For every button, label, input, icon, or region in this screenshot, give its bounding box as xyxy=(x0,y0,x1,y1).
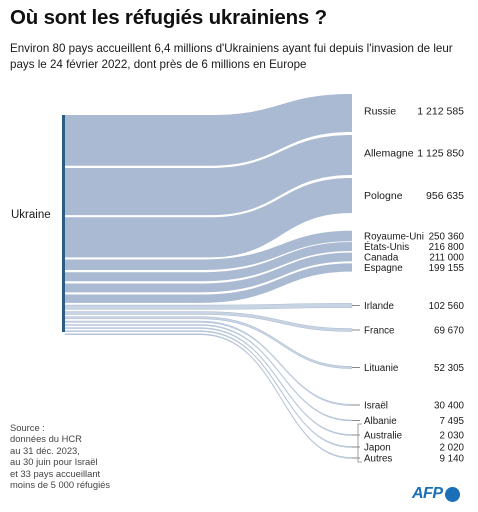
flow-value-france: 69 670 xyxy=(434,326,465,337)
flow-royaume-uni xyxy=(65,230,352,271)
flow-value-lituanie: 52 305 xyxy=(434,363,465,374)
flow-label-royaume-uni: Royaume-Uni xyxy=(364,232,424,243)
flow-label-isra-l: Israël xyxy=(364,401,388,412)
afp-logo-text: AFP xyxy=(412,485,443,502)
flow-label-albanie: Albanie xyxy=(364,416,397,427)
afp-logo: AFP xyxy=(412,484,460,504)
flow-russie xyxy=(65,94,352,166)
flow-value-autres: 9 140 xyxy=(439,454,464,465)
labels-group: Russie 1 212 585 Allemagne 1 125 850 Pologne… xyxy=(352,106,465,465)
flow-value-russie: 1 212 585 xyxy=(417,106,464,118)
flow-label-lituanie: Lituanie xyxy=(364,363,399,374)
flow-label-autres: Autres xyxy=(364,454,392,465)
flow-isra-l xyxy=(64,320,353,406)
flow-label-canada: Canada xyxy=(364,253,399,264)
flow-label-australie: Australie xyxy=(364,431,403,442)
flow-label-france: France xyxy=(364,326,395,337)
flow-value-canada: 211 000 xyxy=(429,253,464,264)
origin-node-label: Ukraine xyxy=(11,209,51,221)
flow-label-allemagne: Allemagne xyxy=(364,148,414,160)
small-values-bracket xyxy=(357,423,362,463)
flow-value-isra-l: 30 400 xyxy=(434,401,465,412)
flow-espagne xyxy=(65,263,352,303)
afp-logo-dot-icon xyxy=(444,486,460,502)
flow-irlande xyxy=(64,303,353,310)
flow-label--tats-unis: États-Unis xyxy=(364,242,409,253)
flow-value-royaume-uni: 250 360 xyxy=(429,232,465,243)
flow-label-espagne: Espagne xyxy=(364,263,403,274)
flow-label-pologne: Pologne xyxy=(364,190,403,202)
source-note: Source : données du HCR au 31 déc. 2023,… xyxy=(10,422,111,491)
flow-australie xyxy=(64,327,353,436)
flow-value-australie: 2 030 xyxy=(439,431,464,442)
flow-value-irlande: 102 560 xyxy=(429,301,465,312)
flow--tats-unis xyxy=(65,241,352,282)
flow-canada xyxy=(65,252,352,293)
flow-value-allemagne: 1 125 850 xyxy=(417,148,464,160)
flow-label-japon: Japon xyxy=(364,443,391,454)
origin-node-bar xyxy=(62,115,65,332)
flow-label-russie: Russie xyxy=(364,106,396,118)
flow-value-pologne: 956 635 xyxy=(426,190,464,202)
flow-france xyxy=(64,311,353,332)
flow-value-japon: 2 020 xyxy=(439,443,464,454)
page-title: Où sont les réfugiés ukrainiens ? xyxy=(10,6,327,29)
flow-label-irlande: Irlande xyxy=(364,301,395,312)
flow-allemagne xyxy=(65,135,352,216)
flow-lituanie xyxy=(64,316,353,369)
page-subtitle: Environ 80 pays accueillent 6,4 millions… xyxy=(10,42,453,71)
flow-value-albanie: 7 495 xyxy=(439,416,464,427)
flows-group xyxy=(64,94,353,459)
flow-albanie xyxy=(64,324,353,422)
flow-pologne xyxy=(65,178,352,258)
flow-value--tats-unis: 216 800 xyxy=(429,242,465,253)
flow-value-espagne: 199 155 xyxy=(429,263,465,274)
